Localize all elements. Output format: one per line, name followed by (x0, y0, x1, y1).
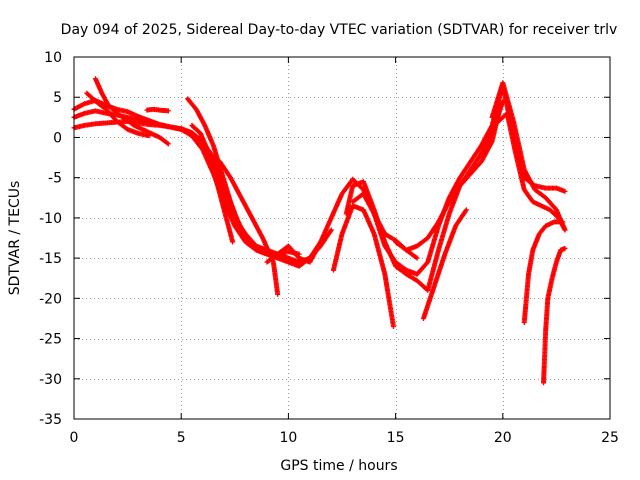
data-series (185, 96, 276, 257)
data-point (498, 102, 504, 108)
data-series (420, 207, 469, 321)
data-point (328, 227, 334, 233)
data-points (71, 76, 568, 386)
data-point (275, 291, 281, 297)
y-tick-label: -15 (39, 251, 62, 267)
y-tick-label: -10 (39, 211, 62, 227)
y-tick-label: 0 (53, 130, 62, 146)
y-tick-label: -5 (48, 171, 62, 187)
x-axis-label: GPS time / hours (280, 458, 397, 474)
data-point (562, 188, 568, 194)
data-series (144, 106, 171, 114)
chart-title: Day 094 of 2025, Sidereal Day-to-day VTE… (61, 22, 618, 38)
y-tick-label: 5 (53, 90, 62, 106)
data-series (189, 122, 236, 245)
y-tick-label: -25 (39, 332, 62, 348)
data-series (330, 203, 396, 329)
data-series (393, 102, 504, 253)
data-point (165, 141, 171, 147)
axis-ticks: 0 5 10 15 20 25 10 5 0 -5 -10 -15 -20 -25 -30 -35 (39, 50, 619, 446)
x-tick-label: 0 (70, 430, 79, 446)
y-tick-label: -20 (39, 291, 62, 307)
data-point (562, 245, 568, 251)
data-series (521, 219, 566, 325)
data-series (217, 159, 281, 297)
data-point (560, 219, 566, 225)
data-series (541, 245, 568, 386)
data-series (71, 108, 334, 265)
data-point (165, 108, 171, 114)
data-point (414, 255, 420, 261)
y-tick-label: -35 (39, 412, 62, 428)
data-point (146, 133, 152, 139)
x-tick-label: 5 (177, 430, 186, 446)
x-tick-label: 20 (494, 430, 512, 446)
data-series (496, 110, 568, 233)
x-tick-label: 10 (279, 430, 297, 446)
data-point (230, 239, 236, 245)
data-series (84, 90, 152, 139)
plot-frame (73, 56, 611, 420)
y-axis-label: SDTVAR / TECUs (7, 181, 23, 296)
y-tick-label: -30 (39, 372, 62, 388)
x-tick-label: 15 (387, 430, 405, 446)
data-point (463, 207, 469, 213)
data-point (390, 323, 396, 329)
y-tick-label: 10 (44, 50, 62, 66)
data-series (92, 76, 171, 147)
data-point (562, 227, 568, 233)
x-tick-label: 25 (601, 430, 619, 446)
